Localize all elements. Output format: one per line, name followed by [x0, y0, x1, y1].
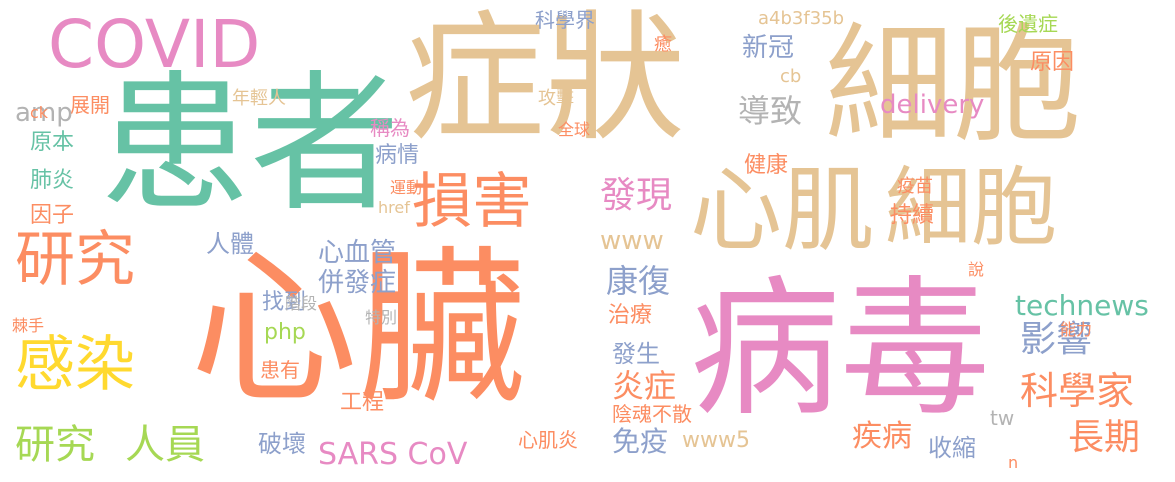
cloud-word: 發現	[600, 175, 673, 216]
cloud-word: 陰魂不散	[612, 402, 692, 426]
cloud-word: 病毒	[690, 263, 991, 437]
cloud-word: 破壞	[258, 430, 306, 458]
cloud-word: www5	[682, 428, 750, 453]
cloud-word: 原因	[1030, 50, 1075, 75]
cloud-word: 心肌炎	[518, 428, 578, 452]
cloud-word: 因子	[30, 203, 75, 228]
cloud-word: 研究	[15, 422, 95, 468]
cloud-word: 炎症	[612, 367, 677, 405]
cloud-word: 研究	[15, 225, 135, 295]
cloud-word: www	[600, 226, 664, 256]
cloud-word: 康復	[606, 262, 671, 300]
cloud-word: 發生	[612, 340, 660, 368]
cloud-word: 細胞	[885, 158, 1057, 258]
cloud-word: 併發症	[318, 268, 397, 298]
cloud-word: href	[378, 198, 410, 217]
cloud-word: 年輕人	[232, 88, 286, 109]
cloud-word: 患有	[260, 358, 300, 382]
cloud-word: 患者	[100, 58, 401, 232]
cloud-word: 損害	[412, 167, 532, 237]
cloud-word: 特別	[365, 308, 398, 327]
cloud-word: 疾病	[852, 419, 912, 454]
cloud-word: 健康	[744, 153, 789, 178]
cloud-word: 科學界	[535, 8, 595, 32]
cloud-word: 免疫	[612, 425, 669, 458]
cloud-word: tw	[990, 406, 1015, 430]
cloud-word: 症狀	[405, 0, 686, 161]
cloud-word: cb	[780, 66, 802, 87]
cloud-word: 找到	[262, 290, 307, 315]
cloud-word: 展開	[70, 93, 110, 117]
cloud-word: 階段	[285, 294, 318, 313]
cloud-word: 運動	[390, 178, 423, 197]
cloud-word: amp	[15, 98, 73, 128]
cloud-word: ck	[30, 103, 49, 122]
cloud-word: 治療	[608, 303, 653, 328]
cloud-word: n	[1008, 453, 1019, 472]
cloud-word: 感染	[15, 330, 135, 400]
cloud-word: 工程	[340, 390, 385, 415]
cloud-word: 細胞	[825, 11, 1082, 160]
cloud-word: 疫苗	[897, 176, 933, 197]
cloud-word: 稱為	[370, 116, 410, 140]
cloud-word: 人員	[125, 422, 205, 468]
cloud-word: 原本	[30, 130, 75, 155]
cloud-word: 長期	[1068, 417, 1141, 458]
cloud-word: 後遺症	[998, 12, 1058, 36]
cloud-word: 導致	[738, 92, 803, 130]
cloud-word: 新冠	[742, 33, 795, 63]
cloud-word: 肺炎	[30, 168, 75, 193]
cloud-word: 病情	[375, 143, 420, 168]
cloud-word: 心臟	[190, 231, 526, 427]
cloud-word: 癒	[654, 34, 672, 55]
cloud-word: 科學家	[1020, 369, 1135, 413]
cloud-word: 影響	[1020, 319, 1093, 360]
cloud-word: 收縮	[928, 434, 976, 462]
cloud-word: a4b3f35b	[758, 8, 845, 29]
cloud-word: 全球	[558, 120, 591, 139]
cloud-word: 能力	[1060, 320, 1093, 339]
cloud-word: SARS CoV	[318, 437, 468, 472]
cloud-word: 心血管	[318, 238, 397, 268]
cloud-word: php	[264, 320, 306, 345]
cloud-word: 人體	[206, 230, 254, 258]
cloud-word: 心肌	[690, 157, 875, 264]
cloud-word: 棘手	[12, 316, 45, 335]
cloud-word: 持續	[890, 203, 935, 228]
cloud-word: technews	[1015, 289, 1149, 322]
cloud-word: COVID	[48, 6, 261, 83]
cloud-word: delivery	[880, 90, 985, 120]
cloud-word: 說	[968, 260, 985, 279]
cloud-word: 攻擊	[538, 88, 574, 109]
